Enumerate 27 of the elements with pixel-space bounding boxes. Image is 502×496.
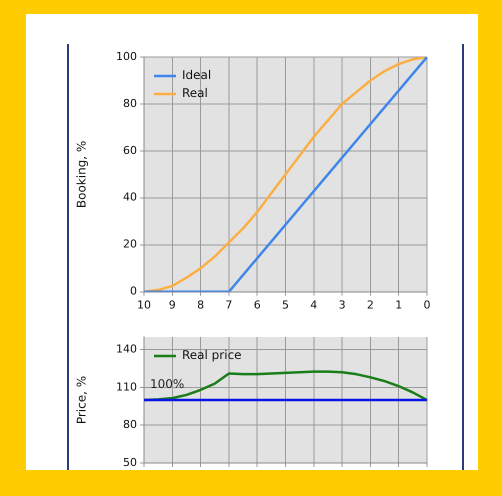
y-axis-title: Price, %	[74, 376, 88, 424]
y-axis-title: Booking, %	[74, 140, 88, 208]
x-tick-label: 3	[338, 298, 346, 312]
legend-label: Real price	[182, 348, 242, 362]
x-tick-label: 9	[168, 298, 176, 312]
y-tick-label: 110	[116, 380, 137, 394]
ref-line-label: 100%	[150, 377, 184, 392]
x-tick-label: 6	[254, 298, 261, 312]
y-tick-label: 60	[123, 144, 137, 157]
y-tick-label: 80	[123, 96, 137, 110]
y-tick-label: 100	[116, 50, 137, 63]
x-tick-label: 4	[310, 298, 318, 312]
y-tick-label: 20	[123, 238, 137, 251]
x-tick-label: 5	[282, 298, 289, 312]
legend-label: Real	[182, 86, 208, 100]
y-tick-label: 0	[130, 284, 137, 298]
x-tick-label: 7	[225, 298, 232, 312]
y-tick-label: 140	[116, 342, 137, 356]
x-tick-label: 1	[395, 298, 402, 312]
y-tick-label: 50	[123, 456, 137, 469]
x-tick-label: 8	[197, 298, 204, 312]
x-tick-label: 2	[366, 298, 374, 312]
x-tick-label: 10	[137, 298, 151, 312]
y-tick-label: 80	[123, 418, 137, 432]
x-tick-label: 0	[424, 298, 430, 312]
legend-label: Ideal	[182, 68, 212, 82]
y-tick-label: 40	[123, 190, 137, 204]
